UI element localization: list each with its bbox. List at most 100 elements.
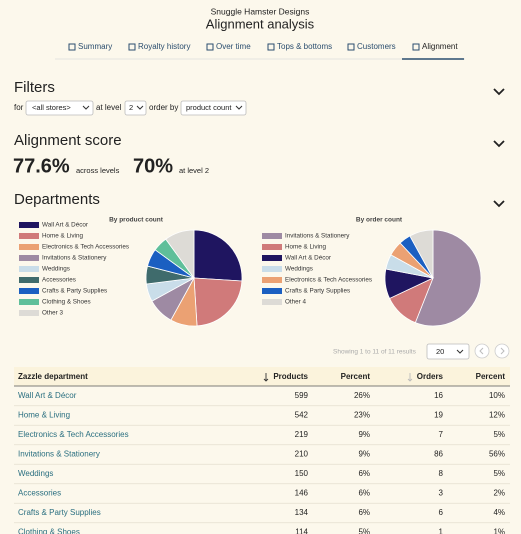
collapse-toggle[interactable] bbox=[493, 88, 505, 96]
legend-label: Electronics & Tech Accessories bbox=[285, 277, 372, 284]
select-arrow bbox=[82, 105, 90, 110]
legend-label: Other 3 bbox=[42, 310, 63, 317]
department-link[interactable]: Clothing & Shoes bbox=[18, 528, 80, 534]
legend-label: Weddings bbox=[285, 266, 313, 273]
department-link[interactable]: Electronics & Tech Accessories bbox=[18, 430, 129, 439]
legend-swatch bbox=[262, 266, 282, 272]
page-size: 20 bbox=[436, 347, 444, 356]
tab[interactable]: Tops & bottoms bbox=[277, 42, 332, 51]
collapse-toggle[interactable] bbox=[493, 140, 505, 148]
table-cell: 114 bbox=[295, 528, 308, 534]
legend-label: Home & Living bbox=[42, 233, 83, 240]
next-page[interactable] bbox=[494, 343, 510, 359]
tab[interactable]: Summary bbox=[78, 42, 112, 51]
prev-icon bbox=[479, 347, 484, 355]
table-cell: 9% bbox=[358, 450, 370, 459]
column-header: Percent bbox=[341, 372, 371, 381]
table-cell: 56% bbox=[489, 450, 505, 459]
table-cell: 2% bbox=[493, 489, 505, 498]
legend-label: Crafts & Party Supplies bbox=[285, 288, 350, 295]
legend-label: Wall Art & Décor bbox=[42, 222, 88, 229]
tab-icon bbox=[412, 43, 420, 51]
order-select[interactable] bbox=[180, 100, 247, 116]
column-header[interactable]: Products bbox=[273, 372, 308, 381]
legend-swatch bbox=[262, 233, 282, 239]
table: Zazzle department Products Percent Orders Pe… bbox=[14, 372, 510, 534]
department-link[interactable]: Crafts & Party Supplies bbox=[18, 508, 101, 517]
select-arrow bbox=[235, 105, 243, 110]
tab[interactable]: Over time bbox=[216, 42, 251, 51]
table-cell: 134 bbox=[295, 508, 309, 517]
chart-title: By order count bbox=[356, 217, 403, 224]
table-cell: 10% bbox=[489, 391, 505, 400]
select-arrow bbox=[456, 349, 464, 354]
table-cell: 4% bbox=[493, 508, 505, 517]
legend-swatch bbox=[19, 288, 39, 294]
tab[interactable]: Alignment bbox=[422, 42, 458, 51]
section-title: Departments bbox=[14, 191, 100, 208]
table-cell: 8 bbox=[439, 469, 444, 478]
department-link[interactable]: Invitations & Stationery bbox=[18, 450, 100, 459]
column-header[interactable]: Orders bbox=[417, 372, 444, 381]
prev-page[interactable] bbox=[474, 343, 490, 359]
legend-label: Home & Living bbox=[285, 244, 326, 251]
legend-swatch bbox=[262, 288, 282, 294]
table-cell: 6% bbox=[358, 469, 370, 478]
filter-label: order by bbox=[149, 103, 178, 112]
collapse-toggle[interactable] bbox=[493, 200, 505, 208]
table-cell: 5% bbox=[358, 528, 370, 534]
score-label: across levels bbox=[76, 166, 120, 175]
pagination-info: Showing 1 to 11 of 11 results bbox=[333, 349, 417, 356]
table-cell: 1% bbox=[493, 528, 505, 534]
department-link[interactable]: Accessories bbox=[18, 489, 61, 498]
table-cell: 6% bbox=[358, 508, 370, 517]
pie-slice bbox=[193, 277, 243, 327]
table-cell: 5% bbox=[493, 430, 505, 439]
order-value: product count bbox=[186, 103, 232, 112]
legend-label: Accessories bbox=[42, 277, 76, 284]
table-header-bg bbox=[14, 367, 510, 386]
table-cell: 6 bbox=[439, 508, 444, 517]
tab[interactable]: Royalty history bbox=[138, 42, 190, 51]
legend-swatch bbox=[262, 277, 282, 283]
filter-label: for bbox=[14, 103, 24, 112]
table-cell: 23% bbox=[354, 411, 370, 420]
store-select[interactable] bbox=[25, 100, 94, 116]
department-link[interactable]: Home & Living bbox=[18, 411, 70, 420]
legend-label: Wall Art & Décor bbox=[285, 255, 331, 262]
legend-label: Invitations & Stationery bbox=[285, 233, 350, 240]
table-cell: 599 bbox=[295, 391, 309, 400]
table-cell: 5% bbox=[493, 469, 505, 478]
legend-swatch bbox=[262, 244, 282, 250]
column-header: Zazzle department bbox=[18, 372, 88, 381]
legend-swatch bbox=[19, 233, 39, 239]
table-cell: 150 bbox=[295, 469, 309, 478]
legend-swatch bbox=[19, 310, 39, 316]
brand: Snuggle Hamster Designs bbox=[211, 6, 310, 16]
legend-swatch bbox=[262, 255, 282, 261]
chart-title: By product count bbox=[109, 217, 164, 224]
table-cell: 3 bbox=[439, 489, 444, 498]
department-link[interactable]: Weddings bbox=[18, 469, 53, 478]
store-value: <all stores> bbox=[32, 103, 71, 112]
section-title: Filters bbox=[14, 79, 55, 96]
score-label: at level 2 bbox=[179, 166, 209, 175]
table-cell: 12% bbox=[489, 411, 505, 420]
table-cell: 9% bbox=[358, 430, 370, 439]
next-icon bbox=[500, 347, 505, 355]
legend-label: Crafts & Party Supplies bbox=[42, 288, 107, 295]
legend-swatch bbox=[19, 299, 39, 305]
level-select[interactable] bbox=[124, 100, 147, 116]
tab-icon bbox=[347, 43, 355, 51]
table-cell: 16 bbox=[434, 391, 443, 400]
legend-swatch bbox=[262, 299, 282, 305]
legend-label: Clothing & Shoes bbox=[42, 299, 91, 306]
tab-icon bbox=[206, 43, 214, 51]
table-cell: 146 bbox=[295, 489, 309, 498]
legend-swatch bbox=[19, 222, 39, 228]
tab[interactable]: Customers bbox=[357, 42, 396, 51]
department-link[interactable]: Wall Art & Décor bbox=[18, 391, 77, 400]
tab-icon bbox=[267, 43, 275, 51]
page-size-select[interactable] bbox=[426, 343, 470, 360]
